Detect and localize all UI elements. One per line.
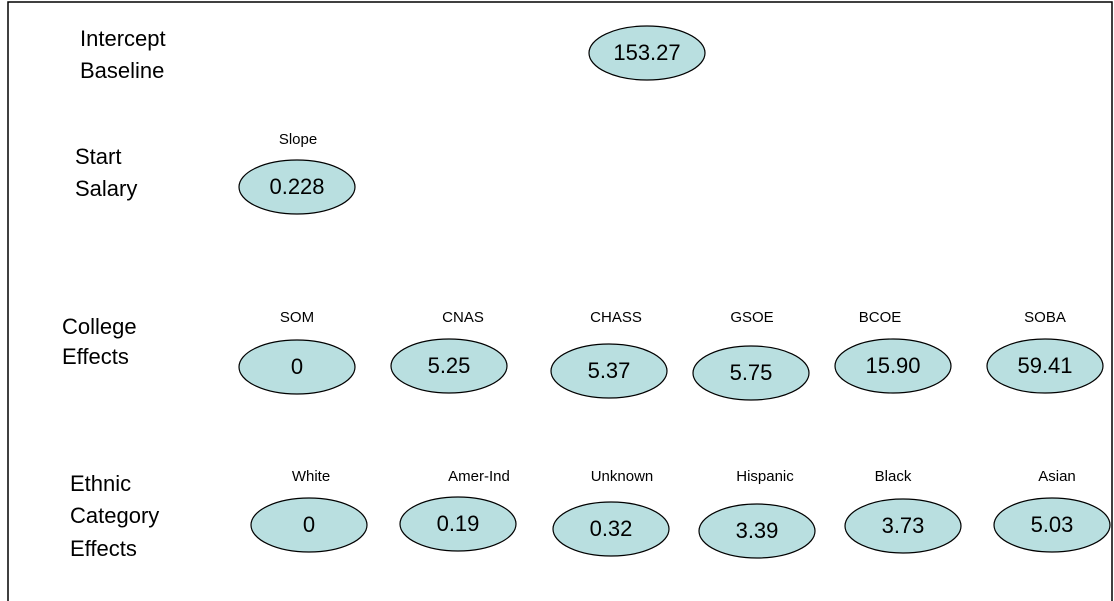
item-label: Black [875,468,912,485]
value-text: 0 [303,512,315,537]
group-label: Intercept [80,26,166,51]
value-ellipse [552,501,670,557]
item-label: Slope [279,131,317,148]
group-label: Start [75,144,121,169]
value-text: 0.228 [269,174,324,199]
value-ellipse [698,503,816,559]
group-label: Effects [70,536,137,561]
item-label: CNAS [442,309,484,326]
value-ellipse [844,498,962,554]
group-label: Category [70,503,159,528]
group-label: Effects [62,344,129,369]
value-ellipse [588,25,706,81]
item-label: Amer-Ind [448,468,510,485]
frame [7,1,1113,601]
value-ellipse [250,497,368,553]
value-ellipse [390,338,508,394]
value-text: 59.41 [1017,353,1072,378]
value-ellipse [692,345,810,401]
item-label: BCOE [859,309,902,326]
value-text: 15.90 [865,353,920,378]
item-label: Unknown [591,468,654,485]
item-label: White [292,468,330,485]
value-text: 5.37 [588,358,631,383]
value-text: 153.27 [613,40,680,65]
value-ellipse [399,496,517,552]
value-text: 5.25 [428,353,471,378]
item-label: SOM [280,309,314,326]
item-label: GSOE [730,309,773,326]
value-ellipse [550,343,668,399]
value-ellipse [993,497,1111,553]
item-label: Asian [1038,468,1076,485]
value-ellipse [834,338,952,394]
value-text: 3.39 [736,518,779,543]
group-label: Salary [75,176,137,201]
value-ellipse [238,159,356,215]
group-label: Baseline [80,58,164,83]
value-text: 0 [291,354,303,379]
value-text: 0.19 [437,511,480,536]
value-text: 0.32 [590,516,633,541]
item-label: Hispanic [736,468,794,485]
group-label: Ethnic [70,471,131,496]
value-text: 5.03 [1031,512,1074,537]
value-ellipse [986,338,1104,394]
value-text: 5.75 [730,360,773,385]
item-label: SOBA [1024,309,1066,326]
value-text: 3.73 [882,513,925,538]
group-label: College [62,314,137,339]
item-label: CHASS [590,309,642,326]
value-ellipse [238,339,356,395]
